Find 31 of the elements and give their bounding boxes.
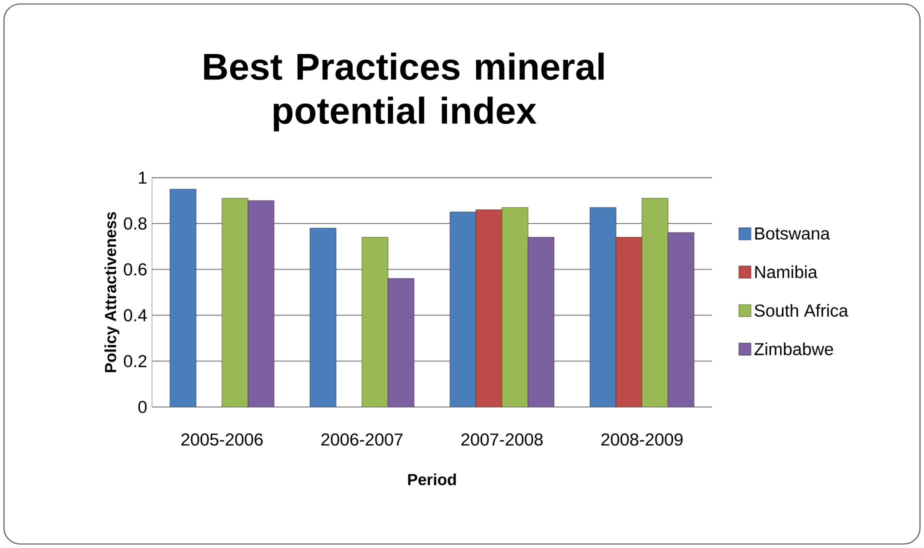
bar [668, 232, 694, 407]
x-tick-label: 2008-2009 [601, 433, 683, 446]
chart-title: Best Practices mineral potential index [204, 52, 604, 132]
y-tick-label: 1 [138, 172, 146, 184]
x-tick-label: 2007-2008 [461, 433, 543, 446]
bar [222, 198, 248, 407]
bar [310, 228, 336, 407]
x-tick-label: 2005-2006 [181, 433, 263, 446]
bar [388, 278, 414, 407]
y-tick-label: 0 [138, 400, 147, 414]
y-tick-label: 0.8 [124, 217, 147, 230]
legend-label: Zimbabwe [754, 342, 834, 356]
bar [642, 198, 668, 407]
bar [528, 237, 554, 407]
x-axis-title: Period [408, 473, 456, 486]
bar [502, 207, 528, 407]
bar [450, 212, 476, 407]
bar [590, 207, 616, 407]
y-tick-label: 0.4 [124, 309, 147, 322]
y-tick-label: 0.6 [124, 263, 147, 276]
y-axis-title: Policy Attractiveness [104, 212, 120, 372]
x-tick-label: 2006-2007 [321, 433, 403, 446]
legend-label: Namibia [755, 265, 818, 278]
legend-label: South Africa [754, 304, 848, 317]
bar [248, 200, 274, 407]
y-tick-label: 0.2 [124, 354, 146, 368]
bar [616, 237, 642, 407]
legend-label: Botswana [755, 228, 830, 240]
bar [170, 188, 196, 407]
bar [476, 209, 502, 407]
bar [362, 237, 388, 407]
